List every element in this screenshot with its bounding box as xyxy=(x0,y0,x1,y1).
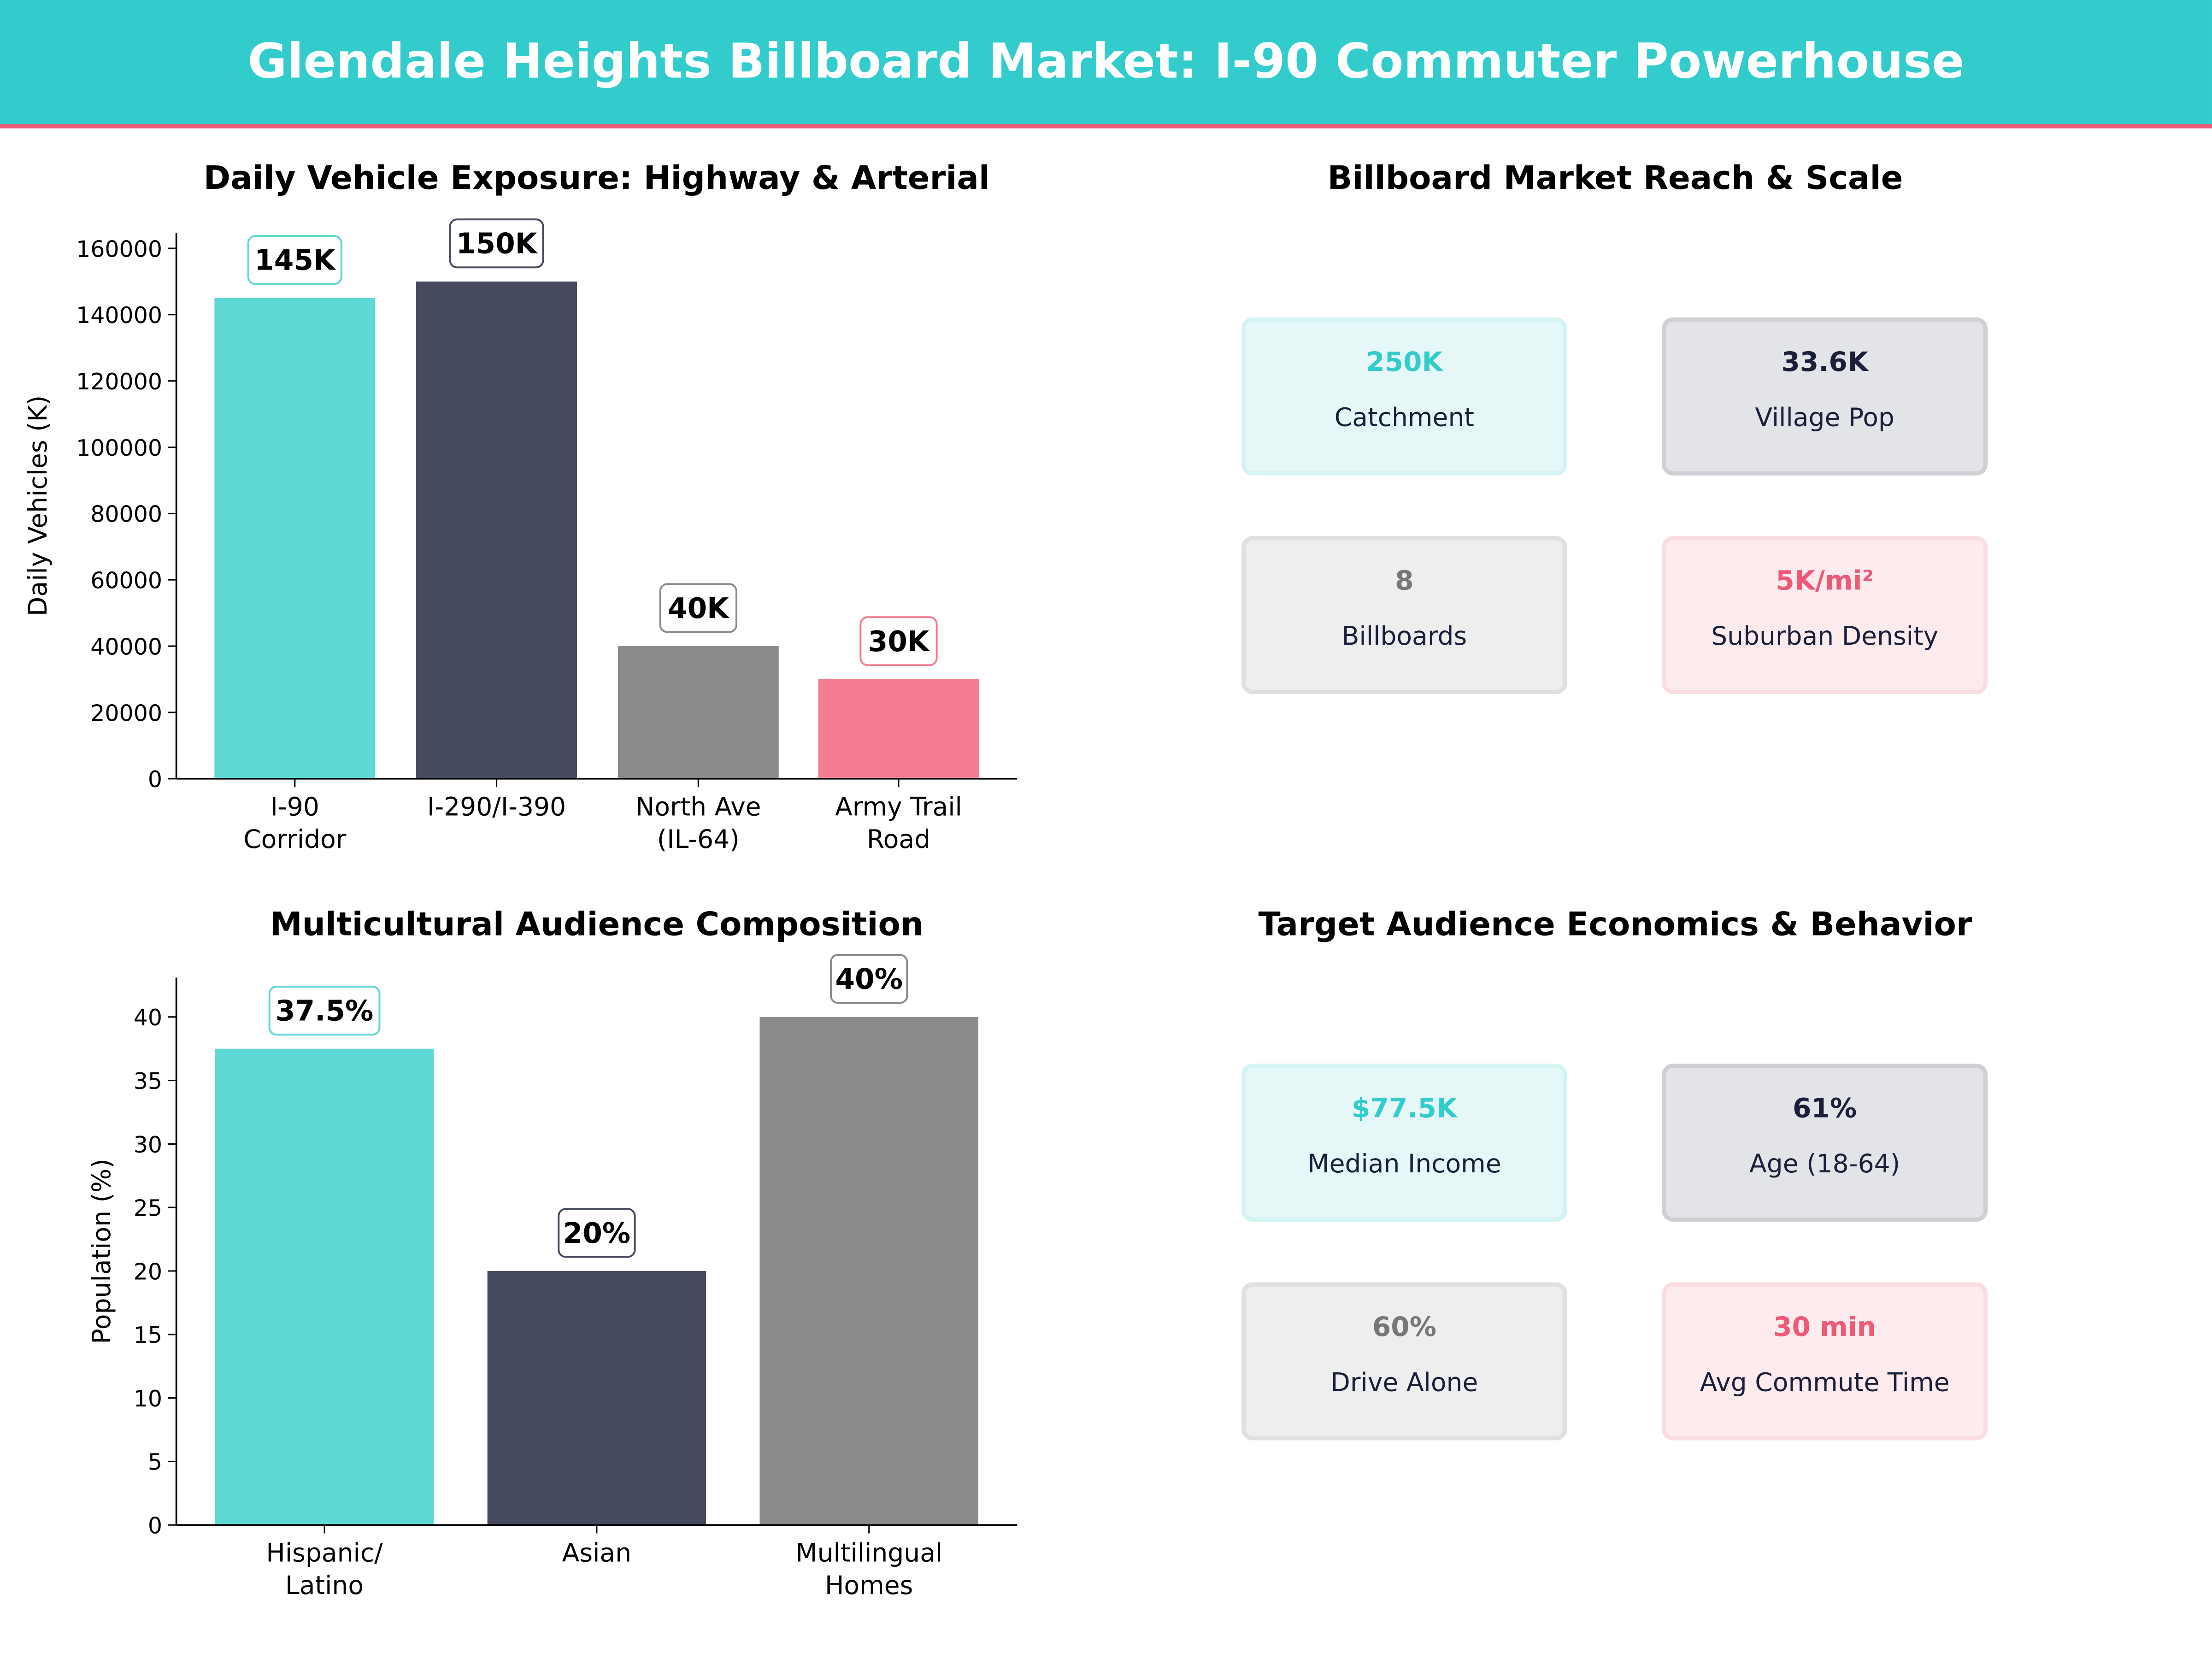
data-label: 20% xyxy=(563,1217,631,1250)
kpi-value: 8 xyxy=(1395,565,1414,597)
data-label: 145K xyxy=(254,244,336,277)
y-tick-label: 5 xyxy=(148,1449,162,1476)
y-tick-label: 0 xyxy=(148,1513,162,1539)
bar xyxy=(416,281,577,779)
x-tick-label: I-290/I-390 xyxy=(427,792,566,821)
kpi-card: 33.6K Village Pop xyxy=(1662,317,1988,476)
data-label-box xyxy=(659,583,737,633)
y-tick-label: 140000 xyxy=(76,302,162,329)
chart-title-vehicle-exposure: Daily Vehicle Exposure: Highway & Arteri… xyxy=(203,160,990,198)
kpi-label: Catchment xyxy=(1334,403,1475,433)
kpi-value: 30 min xyxy=(1773,1312,1877,1343)
kpi-card: 8 Billboards xyxy=(1241,536,1567,694)
y-tick-label: 40 xyxy=(134,1005,162,1031)
x-tick-label: (IL-64) xyxy=(657,824,740,854)
data-label-box xyxy=(449,218,544,269)
y-tick-label: 160000 xyxy=(76,236,162,262)
y-tick-label: 15 xyxy=(134,1322,162,1348)
kpi-card: 5K/mi² Suburban Density xyxy=(1662,536,1988,694)
bar xyxy=(759,1017,978,1525)
kpi-value: 61% xyxy=(1793,1093,1857,1124)
data-label: 37.5% xyxy=(276,995,373,1028)
y-axis-label: Daily Vehicles (K) xyxy=(23,395,53,616)
kpi-card: 250K Catchment xyxy=(1241,317,1567,476)
y-tick-label: 35 xyxy=(134,1068,162,1094)
page-title: Glendale Heights Billboard Market: I-90 … xyxy=(247,34,1965,90)
kpi-card: 30 min Avg Commute Time xyxy=(1662,1282,1988,1441)
y-tick-label: 0 xyxy=(148,766,162,793)
header-banner: Glendale Heights Billboard Market: I-90 … xyxy=(0,0,2212,129)
y-tick-label: 20 xyxy=(134,1259,162,1285)
data-label: 40K xyxy=(668,592,730,625)
data-label: 150K xyxy=(456,228,538,260)
kpi-label: Billboards xyxy=(1341,622,1467,652)
kpi-card: 60% Drive Alone xyxy=(1241,1282,1567,1441)
x-tick-label: Corridor xyxy=(243,824,346,854)
bar xyxy=(818,679,979,779)
kpi-label: Suburban Density xyxy=(1711,622,1939,652)
kpi-value: 5K/mi² xyxy=(1776,565,1874,597)
data-label-box xyxy=(558,1208,636,1258)
kpi-value: 250K xyxy=(1366,347,1443,378)
x-tick-label: Homes xyxy=(825,1571,913,1600)
y-axis-label: Population (%) xyxy=(87,1159,116,1344)
x-tick-label: Asian xyxy=(562,1538,631,1568)
chart-title-audience-composition: Multicultural Audience Composition xyxy=(270,907,924,944)
kpi-value: 60% xyxy=(1372,1312,1437,1343)
y-tick-label: 40000 xyxy=(90,634,162,660)
kpi-label: Median Income xyxy=(1307,1149,1501,1180)
kpi-card: 61% Age (18-64) xyxy=(1662,1064,1988,1222)
kpi-label: Village Pop xyxy=(1755,403,1894,433)
bar xyxy=(214,298,376,779)
x-tick-label: I-90 xyxy=(271,792,319,821)
kpi-card: $77.5K Median Income xyxy=(1241,1064,1567,1222)
x-tick-label: Army Trail xyxy=(835,792,962,821)
x-tick-label: Road xyxy=(867,824,930,854)
kpi-value: $77.5K xyxy=(1351,1093,1457,1124)
data-label-box xyxy=(859,616,938,666)
y-tick-label: 80000 xyxy=(90,501,162,528)
data-label-box xyxy=(268,986,381,1036)
y-tick-label: 120000 xyxy=(76,369,162,395)
x-tick-label: North Ave xyxy=(635,792,761,821)
bar xyxy=(215,1048,434,1525)
data-label-box xyxy=(830,954,908,1004)
x-tick-label: Multilingual xyxy=(795,1538,942,1568)
kpi-label: Drive Alone xyxy=(1330,1368,1478,1398)
bar xyxy=(487,1271,706,1525)
x-tick-label: Hispanic/ xyxy=(266,1538,383,1568)
kpi-label: Age (18-64) xyxy=(1749,1149,1900,1180)
panel-title-audience-economics: Target Audience Economics & Behavior xyxy=(1258,907,1972,944)
kpi-value: 33.6K xyxy=(1781,347,1868,378)
y-tick-label: 60000 xyxy=(90,568,162,594)
y-tick-label: 30 xyxy=(134,1132,162,1158)
data-label: 30K xyxy=(868,625,930,658)
kpi-label: Avg Commute Time xyxy=(1700,1368,1950,1398)
panel-title-market-reach: Billboard Market Reach & Scale xyxy=(1327,160,1903,198)
bar xyxy=(618,646,779,779)
y-tick-label: 10 xyxy=(134,1386,162,1412)
x-tick-label: Latino xyxy=(285,1571,364,1600)
y-tick-label: 20000 xyxy=(90,700,162,726)
data-label-box xyxy=(247,235,342,285)
y-tick-label: 100000 xyxy=(76,435,162,461)
y-tick-label: 25 xyxy=(134,1195,162,1222)
data-label: 40% xyxy=(835,963,903,996)
